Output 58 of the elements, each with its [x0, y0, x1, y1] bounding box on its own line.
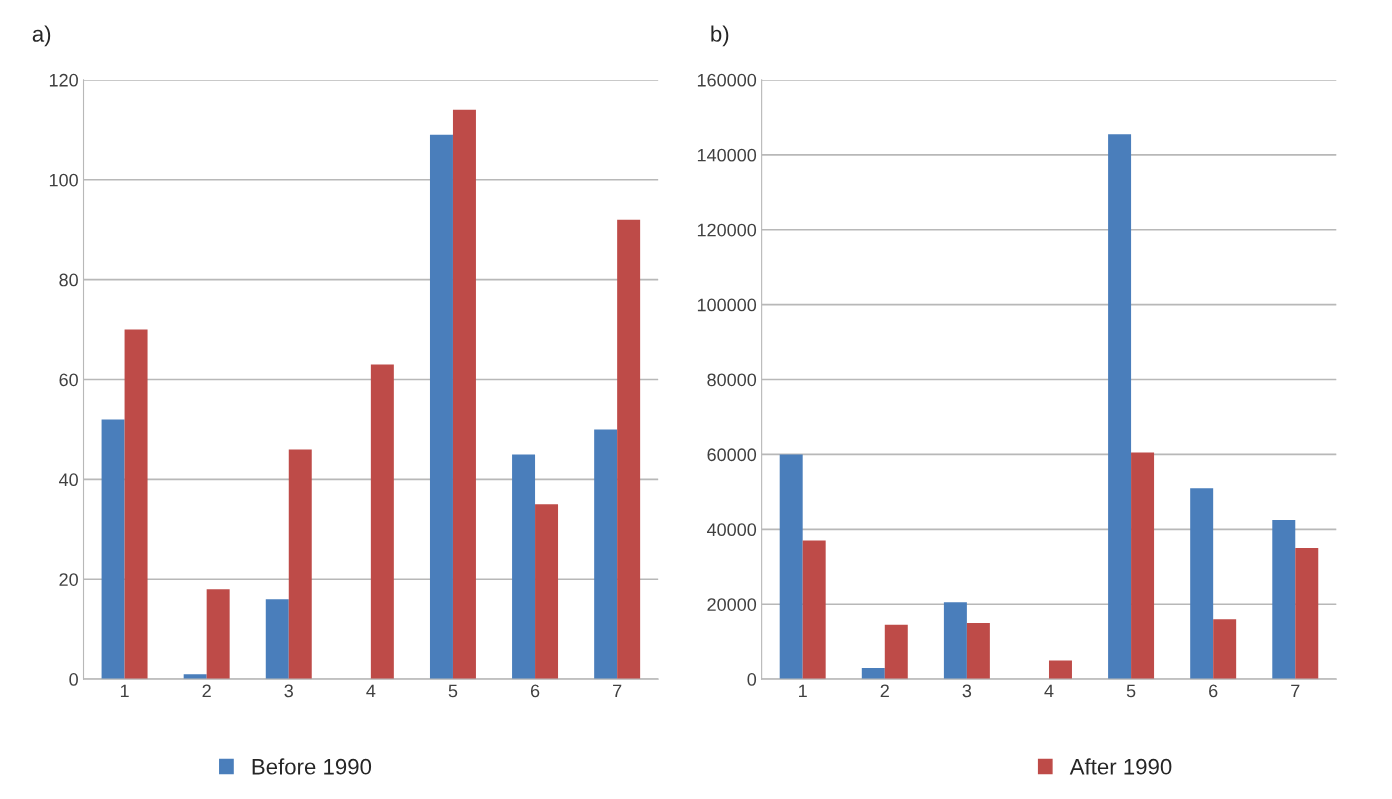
y-tick-label: 40	[58, 473, 78, 487]
x-tick-label: 6	[530, 684, 540, 698]
x-tick-label: 2	[202, 684, 211, 698]
x-tick-label: 3	[962, 684, 972, 698]
bar	[1213, 619, 1237, 680]
bar	[206, 589, 230, 680]
bar	[1108, 134, 1132, 680]
y-tick-label: 0	[69, 673, 78, 686]
y-tick-label: 20	[59, 573, 78, 586]
bar	[1131, 452, 1155, 680]
bar	[124, 329, 148, 680]
bar	[265, 599, 289, 680]
y-tick-label: 100000	[697, 298, 757, 312]
legend-label: Before 1990	[252, 758, 372, 775]
bar	[101, 419, 125, 680]
x-tick-label: 5	[1126, 684, 1136, 698]
bar	[943, 602, 967, 680]
bar	[535, 504, 559, 680]
x-tick-label: 7	[613, 684, 622, 698]
bar	[288, 449, 312, 680]
x-tick-label: 4	[1044, 684, 1054, 698]
x-tick-label: 7	[1291, 684, 1300, 698]
x-tick-label: 3	[284, 684, 293, 698]
y-tick-label: 80	[59, 273, 78, 287]
y-tick-label: 20000	[707, 598, 757, 611]
bar	[429, 134, 453, 680]
y-tick-label: 40000	[706, 523, 757, 537]
y-tick-label: 100	[49, 173, 78, 187]
y-tick-label: 140000	[697, 148, 757, 162]
chart-title: a)	[32, 25, 51, 47]
bar	[1048, 660, 1072, 680]
y-tick-label: 0	[747, 673, 757, 686]
y-tick-label: 120000	[697, 223, 757, 237]
y-tick-label: 60000	[707, 448, 757, 462]
bar	[370, 364, 394, 680]
bar	[1190, 488, 1214, 680]
x-tick-label: 6	[1209, 684, 1218, 698]
bar	[617, 219, 641, 680]
bar	[884, 624, 908, 680]
bar	[512, 454, 536, 680]
bar	[966, 622, 990, 680]
legend-label: After 1990	[1069, 758, 1172, 775]
bar	[802, 540, 826, 680]
bar	[1272, 519, 1296, 680]
bar	[452, 109, 476, 680]
y-tick-label: 120	[49, 73, 78, 87]
x-tick-label: 4	[366, 684, 376, 698]
x-tick-label: 2	[880, 684, 889, 698]
x-tick-label: 1	[799, 684, 807, 698]
chart-title: b)	[711, 25, 729, 47]
y-tick-label: 80000	[707, 373, 757, 387]
bar	[1295, 548, 1319, 680]
x-tick-label: 1	[120, 684, 129, 698]
x-tick-label: 5	[448, 684, 458, 698]
bar	[594, 429, 618, 680]
bar	[779, 454, 803, 680]
y-tick-label: 160000	[697, 73, 757, 87]
y-tick-label: 60	[59, 373, 78, 387]
